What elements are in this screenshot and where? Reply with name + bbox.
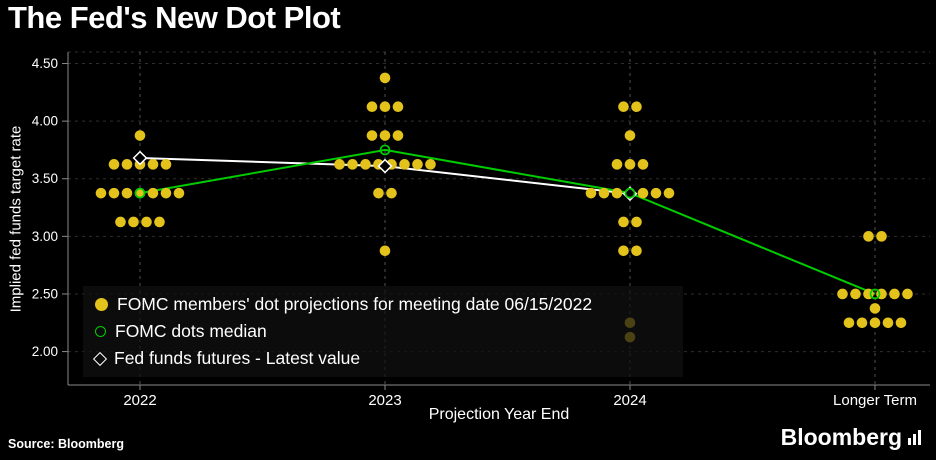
fomc-dot: [128, 216, 139, 228]
fomc-dot: [379, 72, 391, 84]
fomc-dot: [624, 159, 636, 170]
fomc-dot: [154, 216, 165, 228]
x-tick-label: Longer Term: [833, 392, 917, 409]
legend-dots-label: FOMC members' dot projections for meetin…: [117, 294, 593, 314]
fomc-dot: [882, 317, 894, 329]
fomc-dot: [412, 159, 423, 170]
fomc-dot: [134, 187, 146, 199]
median-marker: [379, 144, 391, 156]
fomc-dot: [379, 101, 391, 113]
fomc-dot: [347, 159, 358, 170]
x-tick-label: 2024: [613, 392, 646, 409]
fomc-dot: [399, 159, 410, 170]
fomc-dot: [425, 159, 436, 170]
x-tick-label: 2023: [368, 392, 401, 409]
fomc-dot: [843, 317, 855, 329]
fomc-dot: [334, 159, 345, 170]
fomc-dot: [631, 101, 642, 113]
futures-marker: [132, 150, 148, 166]
source-credit: Source: Bloomberg: [8, 437, 124, 451]
legend-item-dots: FOMC members' dot projections for meetin…: [95, 291, 671, 318]
fomc-dot: [624, 130, 636, 141]
fomc-dot: [147, 159, 159, 170]
y-axis-label: Implied fed funds target rate: [7, 125, 25, 313]
fomc-dot: [585, 187, 597, 199]
fomc-dot: [160, 159, 172, 170]
bloomberg-bars-icon: [908, 430, 921, 445]
fomc-dot: [373, 187, 384, 199]
y-tick-label: 4.00: [32, 114, 58, 129]
filled-dot-icon: [95, 298, 108, 311]
fomc-dot: [618, 101, 629, 113]
bloomberg-logo-text: Bloomberg: [780, 424, 902, 450]
fomc-dot: [863, 231, 874, 242]
median-marker: [134, 187, 146, 199]
legend-futures-label: Fed funds futures - Latest value: [114, 348, 361, 368]
fomc-dot: [631, 216, 642, 228]
fomc-dot: [115, 216, 126, 228]
fomc-dot: [895, 317, 907, 329]
fomc-dot: [108, 159, 120, 170]
fomc-dot: [108, 187, 120, 199]
fomc-dot: [889, 288, 900, 300]
fomc-dot: [850, 288, 861, 300]
fomc-dot: [366, 101, 378, 113]
fomc-dot: [147, 187, 159, 199]
fomc-dot: [360, 159, 371, 170]
fomc-dot: [141, 216, 152, 228]
fomc-dot: [379, 130, 391, 141]
fomc-dot: [902, 288, 913, 300]
fomc-dot: [837, 288, 848, 300]
x-axis-label: Projection Year End: [428, 406, 570, 423]
legend: FOMC members' dot projections for meetin…: [83, 286, 683, 377]
bloomberg-logo: Bloomberg: [781, 424, 924, 451]
fomc-dot: [663, 187, 675, 199]
fomc-dot: [160, 187, 172, 199]
y-tick-label: 4.50: [32, 56, 58, 71]
fomc-dot: [637, 159, 649, 170]
y-tick-label: 3.50: [32, 171, 58, 186]
fomc-dot: [611, 187, 623, 199]
fomc-dot: [631, 245, 642, 257]
fomc-dot: [876, 231, 887, 242]
fomc-dot: [121, 187, 133, 199]
y-tick-label: 3.00: [32, 229, 58, 244]
x-tick-label: 2022: [123, 392, 156, 409]
open-diamond-icon: [92, 351, 108, 366]
fomc-dot: [869, 303, 881, 314]
median-marker: [869, 288, 881, 300]
legend-median-label: FOMC dots median: [115, 321, 267, 341]
futures-marker: [377, 158, 393, 174]
fomc-dot: [366, 130, 378, 141]
median-marker: [624, 187, 636, 199]
legend-item-median: FOMC dots median: [95, 318, 671, 345]
fomc-dot: [173, 187, 185, 199]
fomc-dot: [650, 187, 662, 199]
fomc-dot: [637, 187, 649, 199]
fomc-dot: [618, 245, 629, 257]
fomc-dot: [95, 187, 107, 199]
fomc-dot: [598, 187, 610, 199]
legend-item-futures: Fed funds futures - Latest value: [92, 345, 671, 372]
fomc-dot: [618, 216, 629, 228]
fomc-dot: [869, 317, 881, 329]
fomc-dot: [392, 101, 404, 113]
median-line: [139, 148, 876, 295]
fomc-dot: [611, 159, 623, 170]
chart-title: The Fed's New Dot Plot: [8, 0, 341, 35]
fomc-dot: [379, 245, 391, 257]
open-circle-icon: [95, 326, 106, 337]
fomc-dot: [121, 159, 133, 170]
fomc-dot: [134, 130, 146, 141]
y-tick-label: 2.00: [32, 344, 58, 359]
fomc-dot: [392, 130, 404, 141]
fomc-dot: [386, 187, 397, 199]
fomc-dot: [856, 317, 868, 329]
y-tick-label: 2.50: [32, 286, 58, 301]
